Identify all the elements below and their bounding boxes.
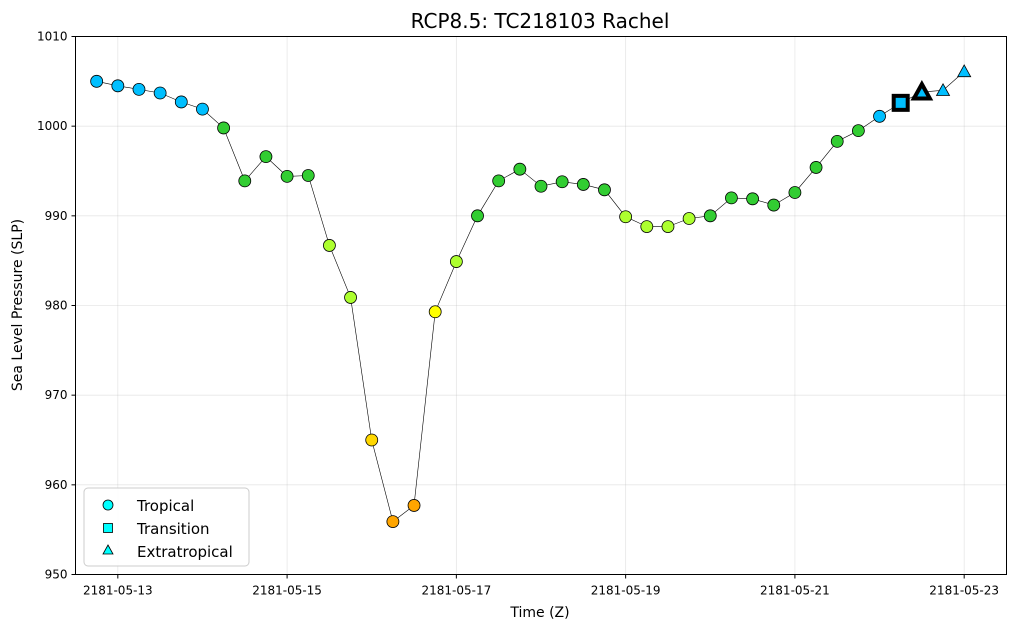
point-tropical	[217, 121, 231, 135]
point-tropical	[555, 175, 569, 189]
legend-label-transition: Transition	[136, 520, 210, 538]
legend-square-marker	[103, 523, 113, 533]
x-tick-label: 2181-05-23	[929, 584, 999, 598]
point-tropical	[301, 169, 315, 182]
point-tropical	[196, 102, 209, 116]
legend-circle-marker	[102, 499, 114, 511]
chart-title: RCP8.5: TC218103 Rachel	[411, 9, 670, 33]
point-tropical	[407, 499, 421, 512]
x-tick-label: 2181-05-15	[252, 584, 322, 598]
point-tropical	[492, 174, 506, 188]
point-extratropical	[935, 82, 951, 96]
point-tropical	[746, 192, 759, 206]
x-tick-label: 2181-05-13	[83, 584, 153, 598]
point-tropical	[619, 210, 633, 224]
point-tropical	[576, 178, 590, 191]
legend: Tropical Transition Extratropical	[83, 487, 250, 567]
point-tropical	[809, 161, 823, 174]
point-tropical	[259, 150, 273, 164]
point-tropical	[830, 135, 844, 148]
point-tropical	[428, 305, 442, 319]
y-tick-label: 1000	[37, 119, 68, 133]
point-tropical	[449, 255, 463, 268]
x-tick-label: 2181-05-19	[591, 584, 661, 598]
x-tick-label: 2181-05-17	[421, 584, 491, 598]
point-tropical	[640, 220, 654, 233]
y-axis: 950 960 970 980 990 1000 1010	[37, 30, 76, 582]
point-tropical	[365, 433, 379, 447]
point-transition	[891, 93, 910, 112]
point-tropical	[132, 83, 146, 96]
legend-label-extratropical: Extratropical	[137, 543, 233, 561]
point-tropical	[873, 109, 886, 123]
point-tropical	[344, 291, 357, 304]
point-tropical	[280, 169, 294, 183]
point-tropical	[682, 212, 696, 225]
point-tropical	[174, 95, 188, 109]
point-tropical	[703, 209, 717, 223]
point-tropical	[111, 79, 125, 93]
y-tick-label: 960	[45, 478, 68, 492]
y-tick-label: 980	[45, 299, 68, 313]
point-tropical	[471, 209, 484, 223]
data-points	[90, 64, 972, 528]
x-axis-label: Time (Z)	[509, 605, 569, 621]
y-axis-label: Sea Level Pressure (SLP)	[10, 219, 26, 391]
point-tropical	[323, 239, 336, 252]
y-tick-label: 1010	[37, 30, 68, 44]
x-axis: 2181-05-13 2181-05-15 2181-05-17 2181-05-19…	[83, 574, 999, 598]
point-tropical	[153, 86, 167, 100]
point-tropical	[513, 162, 527, 176]
point-tropical	[725, 191, 738, 205]
y-tick-label: 950	[45, 568, 68, 582]
point-tropical	[534, 179, 548, 193]
point-tropical	[90, 74, 104, 88]
legend-box	[83, 487, 250, 567]
x-tick-label: 2181-05-21	[760, 584, 830, 598]
point-tropical	[851, 124, 865, 138]
y-tick-label: 970	[45, 388, 68, 402]
point-tropical	[386, 515, 400, 528]
y-tick-label: 990	[45, 209, 68, 223]
point-tropical	[788, 186, 802, 199]
point-extratropical	[957, 64, 972, 78]
legend-label-tropical: Tropical	[136, 497, 194, 515]
point-tropical	[767, 198, 781, 212]
point-extratropical	[910, 79, 934, 101]
point-tropical	[598, 183, 611, 197]
point-tropical	[238, 174, 252, 188]
legend-triangle-marker	[102, 544, 114, 555]
point-tropical	[661, 220, 675, 233]
